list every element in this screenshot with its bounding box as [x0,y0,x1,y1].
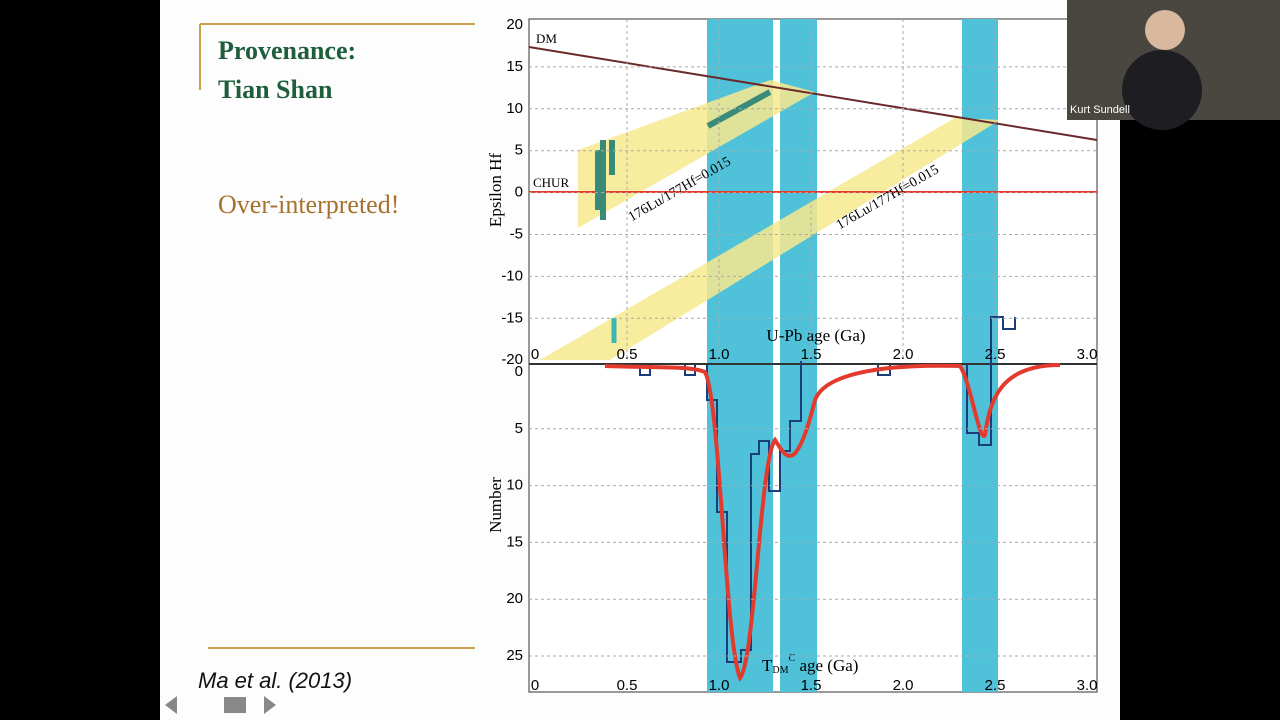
y-tick-label: 15 [506,533,523,550]
title: Provenance: [218,36,356,65]
x-tick-label: 3.0 [1077,677,1098,694]
y-tick-label: 20 [506,590,523,607]
prev[interactable] [165,696,177,714]
label-part: C [789,653,796,664]
y-tick-label: 5 [515,420,523,437]
label: DM [536,31,557,46]
y-tick-label: 10 [506,477,523,494]
label-part: T [762,656,773,675]
x-tick-label: 1.5 [801,346,822,363]
y-tick-label: 25 [506,647,523,664]
x-tick-label: 2.0 [893,677,914,694]
data-points [595,89,772,220]
y-tick-label: 5 [515,142,523,159]
x-tick-label: 0 [531,346,539,363]
citation: Ma et al. (2013) [198,668,352,693]
evolution-band [540,118,1000,360]
label: CHUR [533,175,569,190]
x-tick-label: 2.0 [893,346,914,363]
y-tick-label: -5 [510,225,523,242]
x-tick-label: 0.5 [617,677,638,694]
x-tick-label: 2.5 [985,346,1006,363]
y-tick-label: 10 [506,100,523,117]
x-tick-label: 0 [531,677,539,694]
next[interactable] [264,696,276,714]
y-tick-label: -15 [501,309,523,326]
label-part: age (Ga) [795,656,858,675]
axis-label: Number [486,477,505,533]
y-tick-label: -10 [501,267,523,284]
label-part: DM [772,665,788,676]
x-tick-label: 1.5 [801,677,822,694]
axis-label: U-Pb age (Ga) [766,326,865,345]
webcam-name: Kurt Sundell [1070,104,1130,116]
person [1145,10,1185,50]
notes[interactable] [224,697,246,713]
y-tick-label: 0 [515,363,523,380]
y-tick-label: 0 [515,184,523,201]
slide-controls[interactable] [165,696,276,714]
person [1122,50,1202,130]
axis-label: TDMC age (Ga) [762,653,858,676]
x-tick-label: 2.5 [985,677,1006,694]
dm-line [528,46,1098,141]
x-tick-label: 1.0 [709,677,730,694]
histogram [639,316,1016,663]
y-tick-label: -20 [501,351,523,368]
x-tick-label: 1.0 [709,346,730,363]
y-tick-label: 20 [506,16,523,33]
kde-curve [604,363,1061,682]
axis-label: Epsilon Hf [486,153,505,227]
callout: Over-interpreted! [218,190,399,219]
title: Tian Shan [218,75,333,104]
y-tick-label: 15 [506,58,523,75]
figure: DM CHUR 176Lu/177Hf=0.015 176Lu/177Hf=0.… [486,16,1098,694]
x-tick-label: 3.0 [1077,346,1098,363]
x-tick-label: 0.5 [617,346,638,363]
